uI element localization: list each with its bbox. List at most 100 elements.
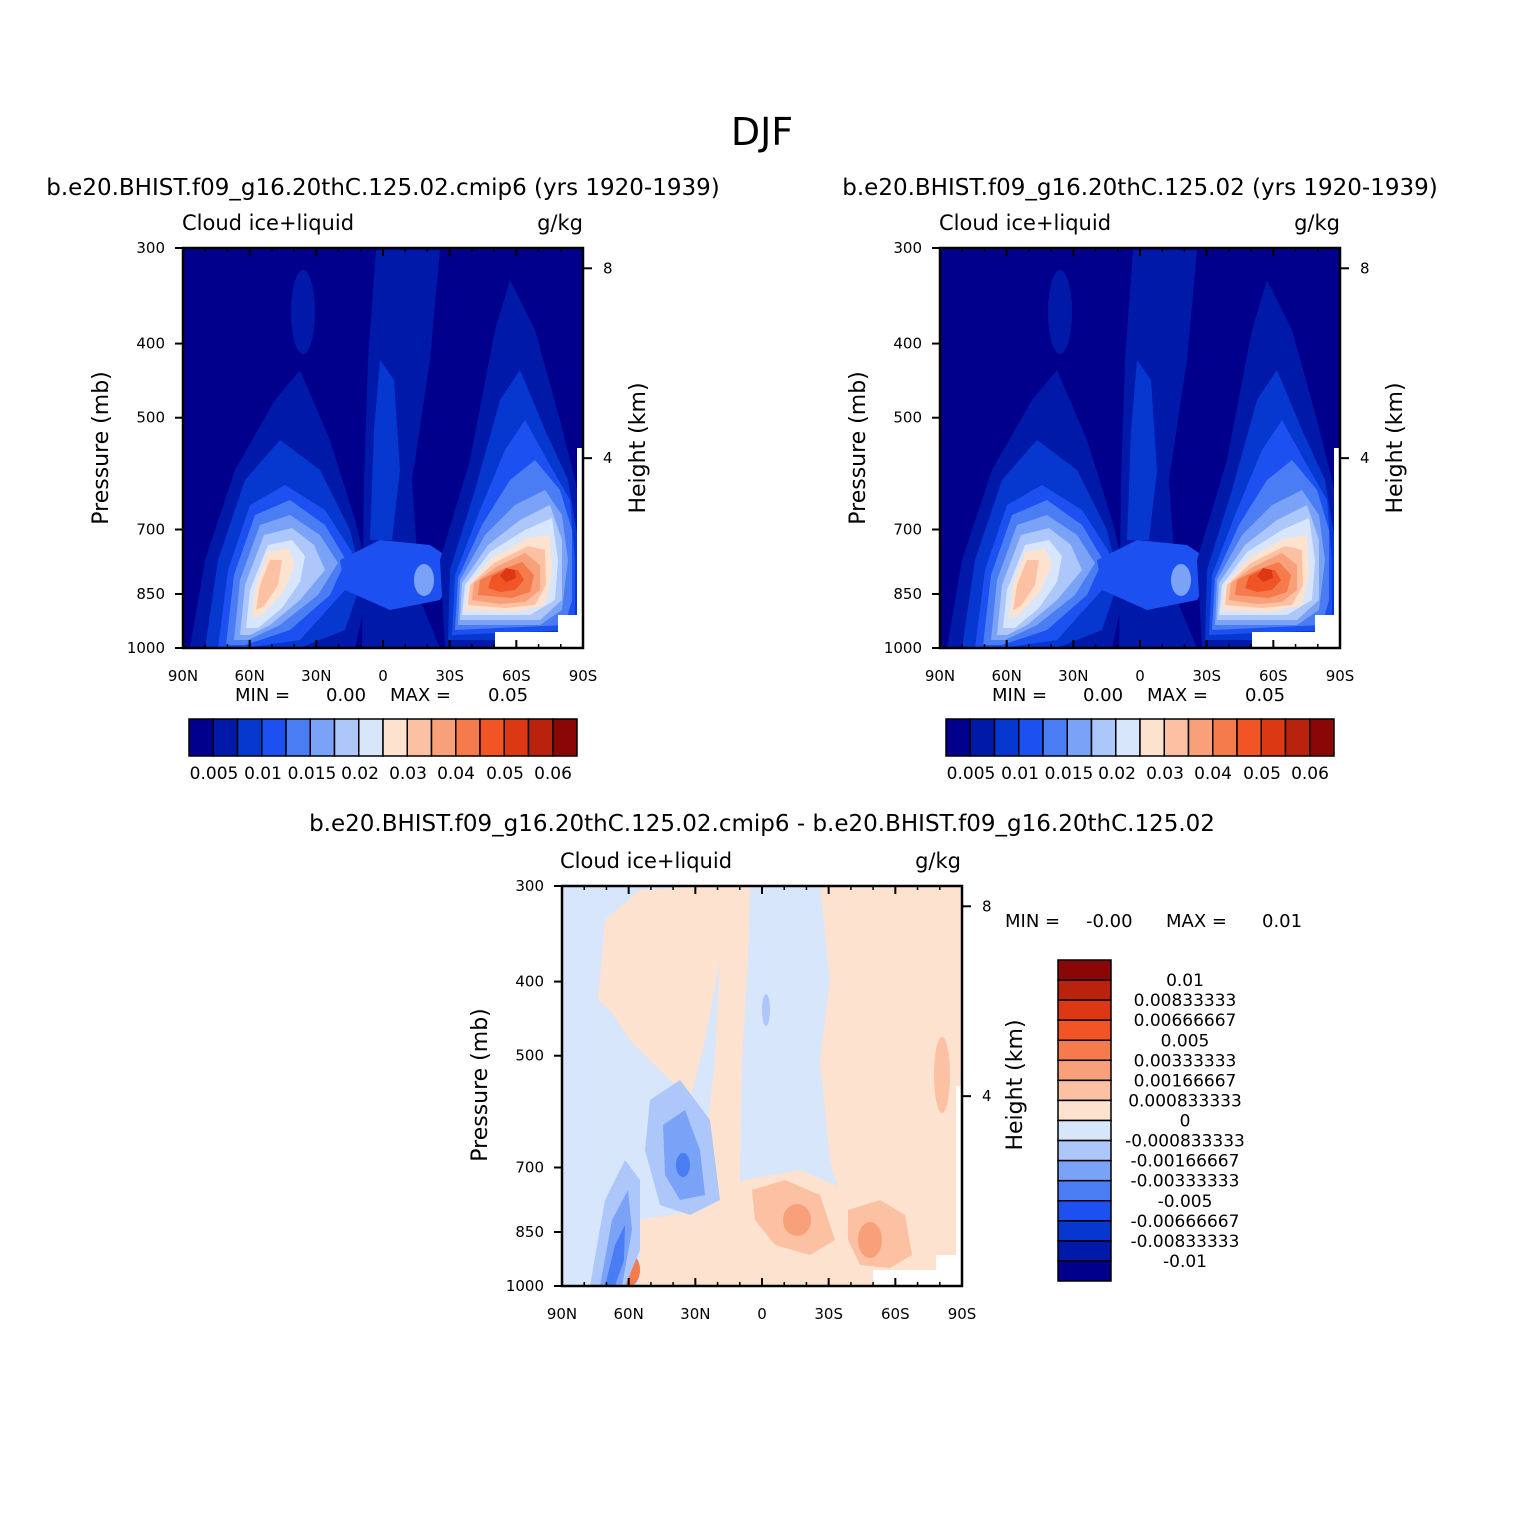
panel-2-colorbar: 0.005 0.01 0.015 0.02 0.03 0.04 0.05 0.06 [945,718,1335,784]
colorbar-swatch [1057,1240,1112,1262]
colorbar-swatch [1057,959,1112,981]
panel-3-positive-band-sh [820,886,962,1286]
panel-3-negative-core [676,1153,690,1177]
colorbar-label: 0.000833333 [1128,1091,1242,1111]
panel-3-negative-nh-lowlevel-2 [600,1190,632,1286]
colorbar-swatch [1057,1039,1112,1062]
colorbar-label: 0.06 [1291,764,1329,784]
panel-2-contour-shapes [947,250,1340,648]
y-tick-label: 500 [136,409,165,427]
panel-3-max-value: 0.01 [1262,911,1302,932]
panel-2-plot-area [938,246,1342,650]
panel-1-right-label: g/kg [537,211,583,235]
x-tick-label: 90S [569,667,598,685]
colorbar-swatch [1057,1139,1112,1162]
colorbar-label: 0.04 [437,764,475,784]
panel-1-min-value: 0.00 [326,685,366,706]
y2-tick-label: 4 [982,1087,992,1105]
colorbar-label: 0 [1180,1112,1191,1132]
colorbar-swatch [1057,1179,1112,1202]
y-tick-label: 400 [515,973,544,991]
y2-tick-label: 8 [603,259,613,277]
colorbar-swatch [358,718,384,757]
colorbar-label: 0.03 [389,764,427,784]
colorbar-swatch [1260,718,1287,757]
colorbar-label: -0.00333333 [1131,1172,1240,1192]
colorbar-swatch [309,718,336,757]
colorbar-swatch [1018,718,1044,757]
panel-2-y2label: Height (km) [1383,382,1408,513]
figure-title: DJF [731,110,793,154]
colorbar-swatch [212,718,239,757]
panel-2-max-value: 0.05 [1245,685,1285,706]
colorbar-label: 0.005 [947,764,996,784]
colorbar-label: 0.04 [1194,764,1232,784]
panel-2: b.e20.BHIST.f09_g16.20thC.125.02 (yrs 19… [842,175,1437,784]
y2-tick-label: 8 [982,897,992,915]
colorbar-label: 0.005 [1161,1031,1210,1051]
panel-1-tropical-low-blob [414,564,434,596]
colorbar-label: -0.00666667 [1131,1212,1240,1232]
colorbar-label: 0.00833333 [1134,991,1237,1011]
panel-3-ylabel: Pressure (mb) [468,1008,493,1162]
x-tick-label: 60S [502,667,531,685]
colorbar-swatch [1212,718,1238,757]
colorbar-swatch [479,718,505,757]
colorbar-label: 0.05 [486,764,524,784]
colorbar-swatch [1057,999,1112,1021]
panel-2-ticks: 90N 60N 30N 0 30S 60S 90S 300 400 500 700 850 1000 8 4 [884,239,1370,685]
y-tick-label: 400 [136,335,165,353]
colorbar-swatch [1057,979,1112,1001]
colorbar-swatch [188,718,214,757]
colorbar-label: -0.00166667 [1131,1152,1240,1172]
colorbar-swatch [1057,1019,1112,1041]
panel-2-sh-cloud-band-13 [1257,568,1273,582]
colorbar-label: 0.02 [1098,764,1136,784]
colorbar-swatch [382,718,408,757]
panel-3-negative-nh-lowlevel-3 [605,1225,625,1286]
colorbar-swatch [1057,1200,1112,1222]
y-tick-label: 700 [893,521,922,539]
colorbar-label: -0.01 [1163,1252,1207,1272]
panel-2-title: b.e20.BHIST.f09_g16.20thC.125.02 (yrs 19… [842,175,1437,201]
x-tick-label: 60S [881,1305,910,1323]
colorbar-swatch [969,718,996,757]
x-tick-label: 60N [992,667,1022,685]
panel-2-max-label: MAX = [1147,685,1208,706]
colorbar-label: -0.005 [1158,1192,1213,1212]
y-tick-label: 1000 [127,639,165,657]
panel-3-right-label: g/kg [915,849,961,873]
panel-3-positive-upper-sh [934,1037,950,1113]
x-tick-label: 30S [435,667,464,685]
panel-3-positive-core-2 [858,1222,882,1258]
panel-3-colorbar: 0.010.008333330.006666670.0050.003333330… [1057,959,1245,1282]
colorbar-swatch [1042,718,1068,757]
panel-3-ticks: 90N 60N 30N 0 30S 60S 90S 300 400 500 700 850 1000 8 4 [506,877,992,1323]
colorbar-swatch [1115,718,1141,757]
colorbar-swatch [945,718,971,757]
y-tick-label: 300 [893,239,922,257]
panel-1-min-label: MIN = [235,685,290,706]
colorbar-swatch [430,718,457,757]
panel-2-min-value: 0.00 [1083,685,1123,706]
x-tick-label: 90S [1326,667,1355,685]
panel-3-left-label: Cloud ice+liquid [560,849,732,873]
colorbar-swatch [1163,718,1190,757]
colorbar-swatch [1057,1059,1112,1082]
x-tick-label: 0 [757,1305,767,1323]
panel-2-min-label: MIN = [992,685,1047,706]
panel-2-upper-nh-blob [1048,270,1072,354]
panel-2-nh-cloud-band-9 [1013,560,1039,610]
y2-tick-label: 4 [603,449,613,467]
x-tick-label: 30N [301,667,331,685]
colorbar-swatch [285,718,311,757]
y-tick-label: 400 [893,335,922,353]
x-tick-label: 60N [235,667,265,685]
panel-3: b.e20.BHIST.f09_g16.20thC.125.02.cmip6 -… [309,811,1302,1323]
panel-3-min-label: MIN = [1005,911,1060,932]
y-tick-label: 300 [136,239,165,257]
y2-tick-label: 4 [1360,449,1370,467]
panel-3-missing-data-region-3 [956,1086,962,1286]
colorbar-swatch [1057,1220,1112,1242]
y-tick-label: 500 [515,1047,544,1065]
